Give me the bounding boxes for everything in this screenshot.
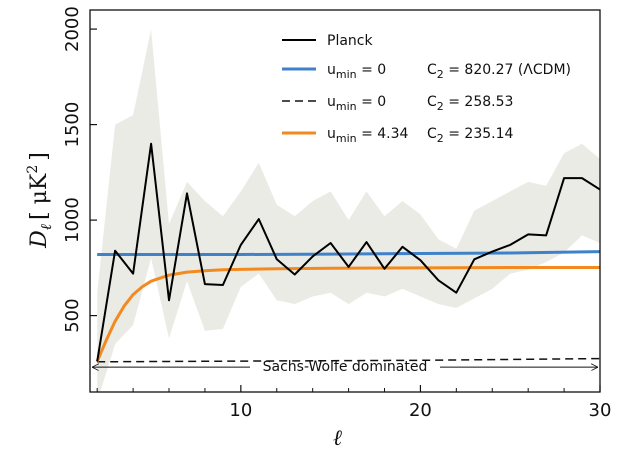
annotation-text: Sachs-Wolfe dominated [263,359,428,375]
legend-label-lcdm: umin = 0 [327,62,386,81]
x-tick-label-30: 30 [589,400,612,421]
legend-c2-lcdm: C2 = 820.27 (ΛCDM) [427,62,571,81]
uncertainty-band-layer [97,29,600,392]
x-axis-title: ℓ [333,425,342,451]
series-umin434 [95,266,600,362]
plot-frame [89,9,601,393]
legend-label-planck: Planck [327,33,373,49]
legend-c2-umin434: C2 = 235.14 [427,126,513,145]
x-tick-label-10: 10 [229,400,252,421]
y-tick-label-2000: 2000 [62,6,83,52]
series-umin0-dashed [97,357,600,363]
y-tick-label-500: 500 [62,298,83,332]
legend-label-umin434: umin = 4.34 [327,126,409,145]
ticks-layer: 10 20 30 500 1000 1500 2000 [62,6,611,421]
legend: Planck umin = 0 C2 = 820.27 (ΛCDM) umin … [282,33,571,145]
x-tick-label-20: 20 [409,400,432,421]
legend-label-dashed: umin = 0 [327,94,386,113]
uncertainty-band [97,29,600,392]
y-tick-label-1500: 1500 [62,102,83,148]
series-lcdm [97,250,600,256]
y-axis-title: Dℓ[ μK2] [25,152,55,249]
sachs-wolfe-annotation: Sachs-Wolfe dominated [92,359,598,375]
y-tick-label-1000: 1000 [62,197,83,243]
series-planck [96,142,600,362]
legend-c2-dashed: C2 = 258.53 [427,94,513,113]
series-layer [95,142,600,363]
